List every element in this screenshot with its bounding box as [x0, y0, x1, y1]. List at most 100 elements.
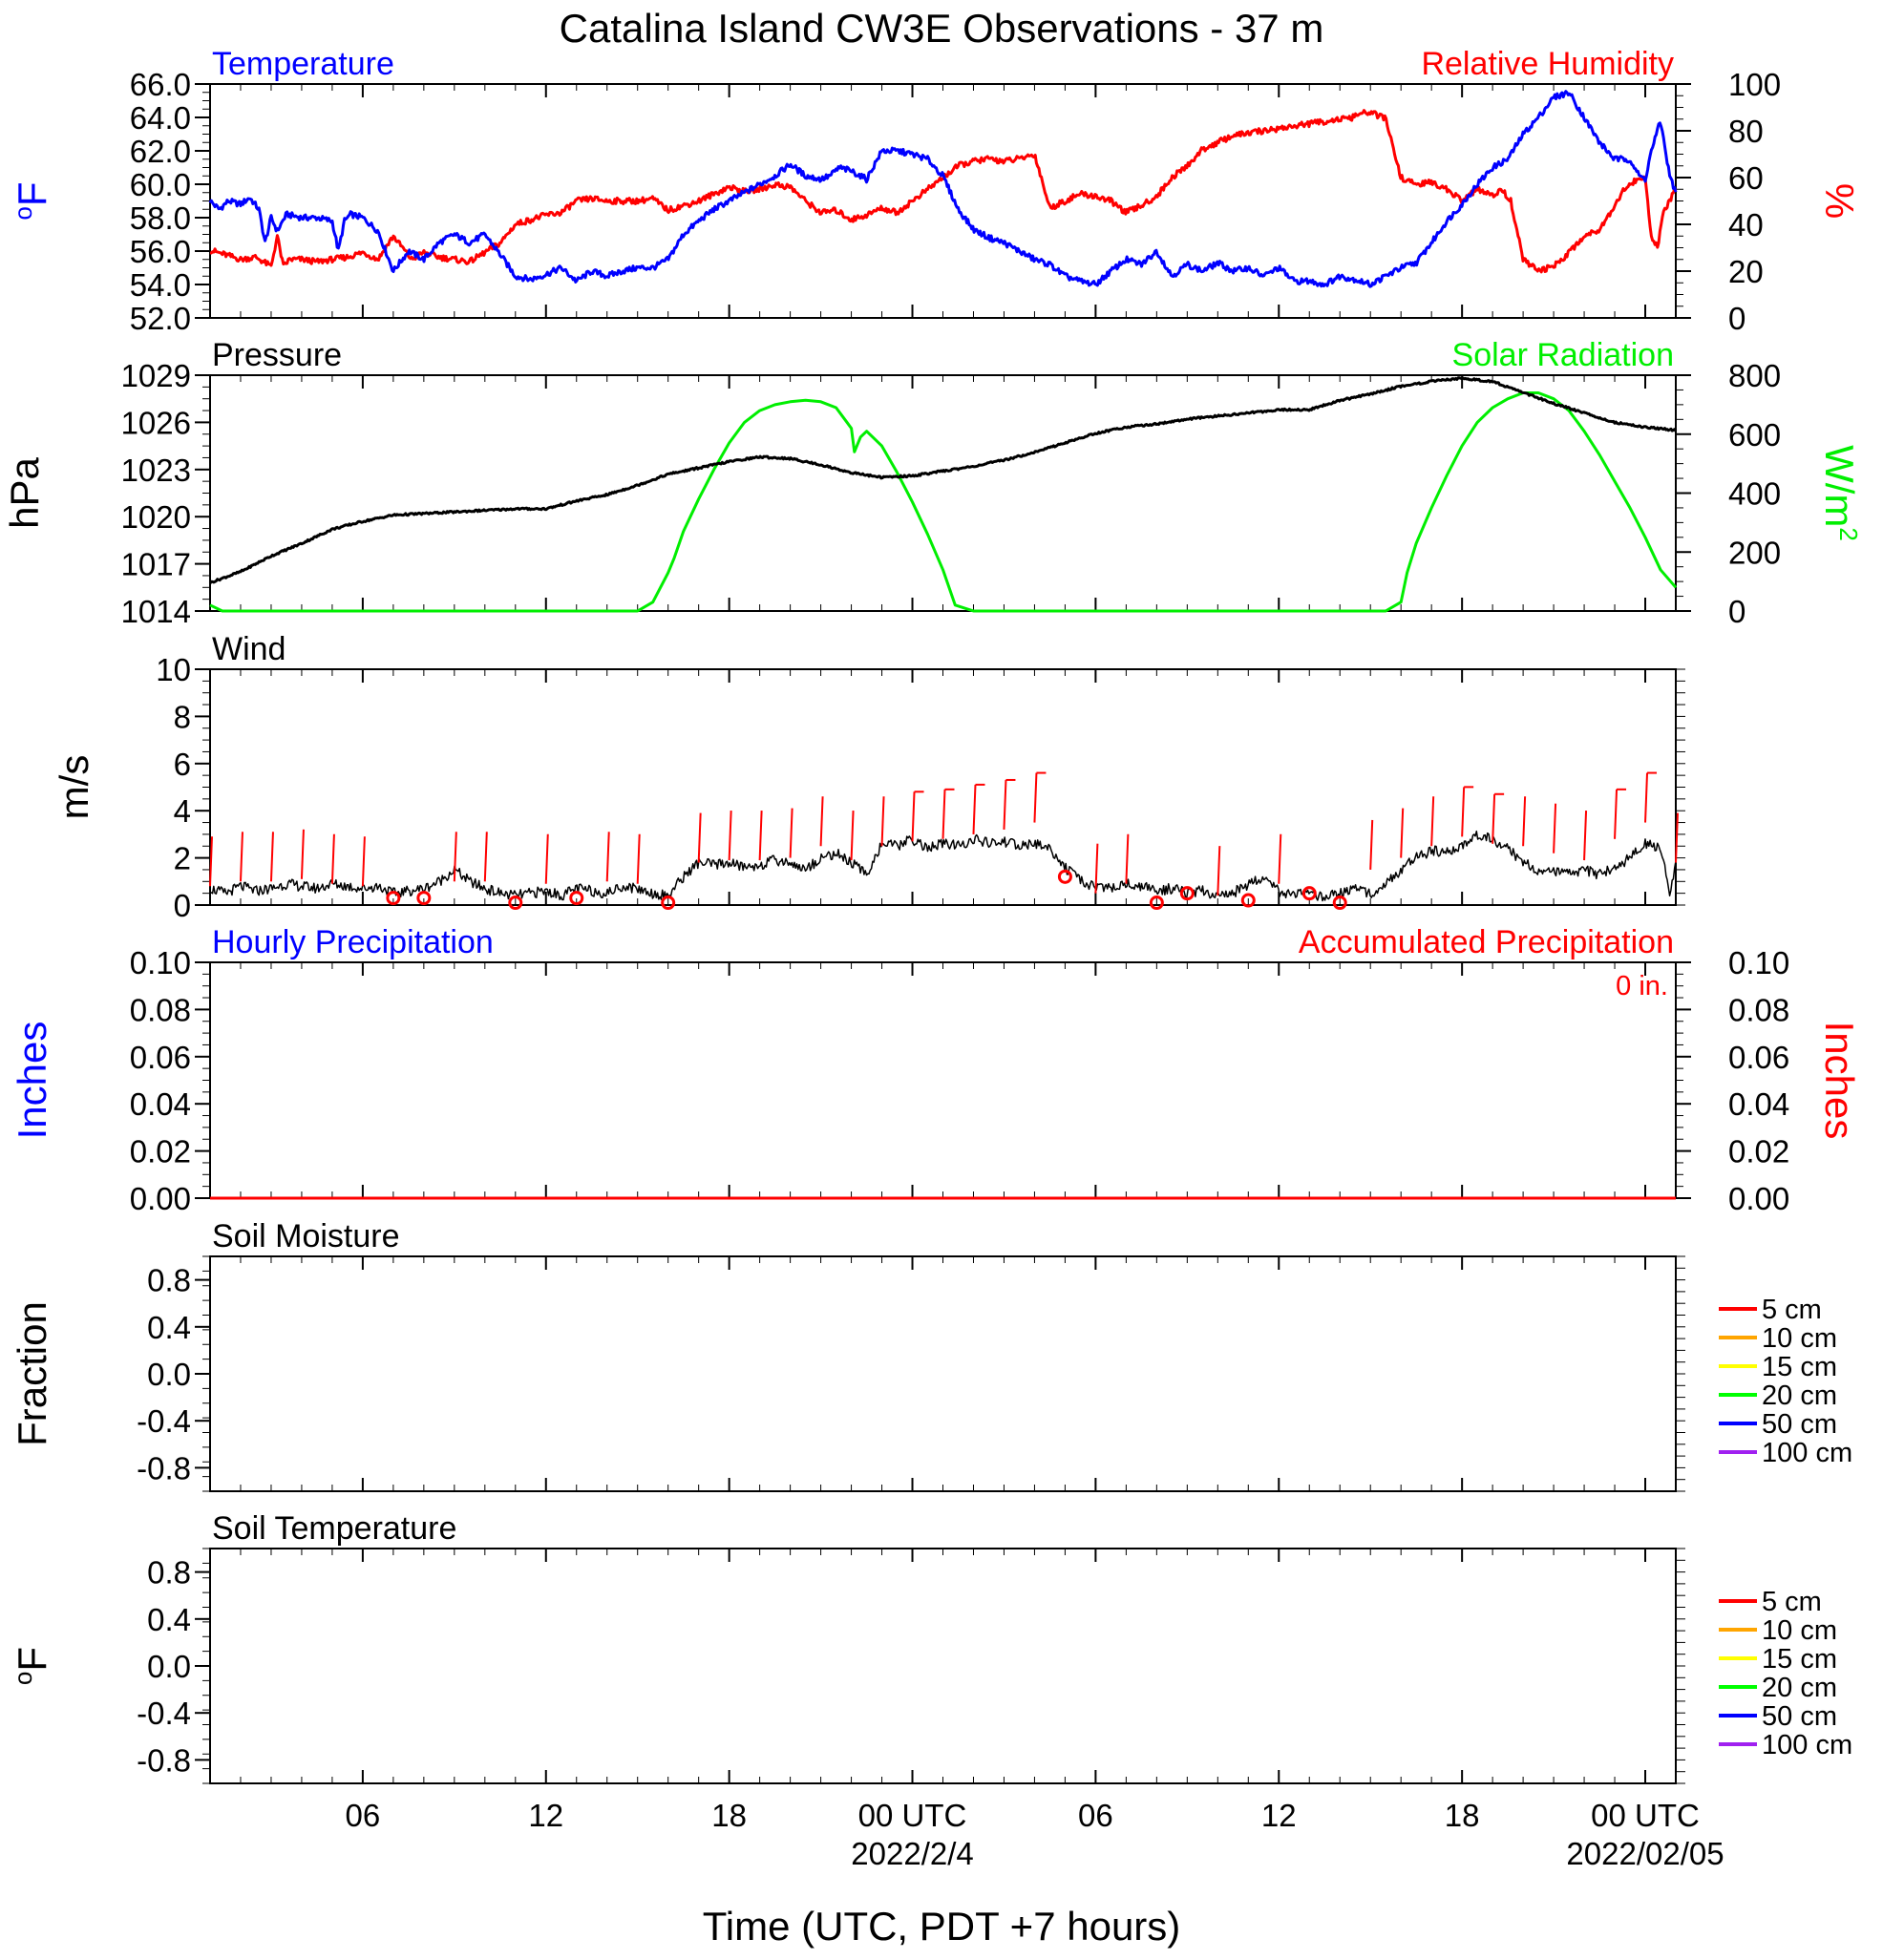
wind-barb [697, 812, 702, 863]
wind-barb [239, 832, 243, 882]
wind-barb [330, 833, 335, 884]
x-tick-label: 18 [711, 1798, 747, 1833]
left-axis-tick-label: 0.4 [147, 1310, 191, 1345]
y-axis-label-left: oF [9, 1647, 54, 1685]
left-axis-tick-label: 54.0 [130, 267, 191, 303]
wind-barb [453, 832, 457, 882]
left-axis-tick-label: -0.4 [137, 1696, 191, 1731]
right-axis-tick-label: 0.02 [1728, 1134, 1789, 1170]
temperature-line [208, 90, 1678, 288]
left-axis-tick-label: 0.0 [147, 1357, 191, 1392]
wind-barb [1369, 819, 1374, 870]
y-axis-label-left-sup: o [9, 1672, 37, 1685]
x-tick-label: 00 UTC [858, 1798, 967, 1833]
left-axis-tick-label: 0.02 [130, 1134, 191, 1170]
x-tick-label: 12 [1261, 1798, 1297, 1833]
x-date-label: 2022/2/4 [851, 1836, 973, 1871]
left-axis-tick-label: 4 [174, 793, 191, 829]
calm-wind-circle [1240, 893, 1256, 908]
wind-barb [758, 811, 763, 861]
legend-label: 15 cm [1762, 1644, 1837, 1675]
left-axis-tick-label: 52.0 [130, 301, 191, 336]
left-axis-tick-label: 0.04 [130, 1086, 191, 1122]
wind-barb [880, 796, 885, 847]
wind-barb [1125, 833, 1130, 884]
y-axis-label-left: oF [9, 181, 54, 220]
calm-wind-circle [569, 891, 584, 906]
y-axis-label-right: Inches [1817, 1022, 1862, 1140]
figure-title: Catalina Island CW3E Observations - 37 m [560, 6, 1324, 51]
right-axis-tick-label: 800 [1728, 358, 1781, 393]
legend-label: 5 cm [1762, 1587, 1822, 1617]
wind-barb [1033, 772, 1038, 823]
wind-barb [972, 784, 977, 834]
panel-frame-soil-moisture [209, 1255, 1677, 1492]
legend-label: 50 cm [1762, 1701, 1837, 1732]
right-axis-tick-label: 0.08 [1728, 992, 1789, 1027]
wind-barb [636, 833, 641, 884]
wind-barb [789, 808, 793, 858]
legend-label: 10 cm [1762, 1615, 1837, 1646]
left-axis-tick-label: 1029 [121, 358, 191, 393]
x-tick-label: 00 UTC [1591, 1798, 1700, 1833]
wind-barb [1400, 808, 1405, 858]
y-axis-label-left-sup: o [9, 206, 37, 220]
wind-barb [1522, 796, 1527, 847]
panel-frame-precipitation [209, 961, 1677, 1199]
panel-title-left: Wind [212, 631, 286, 667]
wind-barb [1461, 787, 1466, 837]
calm-wind-circle [386, 891, 401, 906]
calm-wind-circle [1301, 886, 1317, 901]
y-axis-label-left: Fraction [10, 1301, 54, 1446]
left-axis-tick-label: 66.0 [130, 67, 191, 102]
panel-title-right: Accumulated Precipitation [1299, 924, 1674, 960]
wind-barb [728, 811, 732, 861]
wind-barb [1614, 789, 1619, 839]
wind-barb [819, 796, 824, 847]
right-axis-tick-label: 0 [1728, 594, 1745, 629]
y-axis-label-left-main: F [10, 1647, 54, 1672]
wind-barb [269, 832, 274, 882]
wind-barb [1644, 772, 1649, 823]
panel-frame-soil-temperature [209, 1548, 1677, 1784]
left-axis-tick-label: 62.0 [130, 134, 191, 169]
calm-wind-circle [1057, 869, 1072, 884]
calm-wind-circle [508, 896, 523, 911]
right-axis-tick-label: 100 [1728, 67, 1781, 102]
y-axis-label-left: hPa [2, 456, 47, 528]
right-axis-tick-label: 20 [1728, 254, 1764, 289]
right-axis-tick-label: 40 [1728, 207, 1764, 242]
right-axis-tick-label: 0.04 [1728, 1086, 1789, 1122]
panel-title-left: Hourly Precipitation [212, 924, 494, 960]
legend-label: 5 cm [1762, 1295, 1822, 1325]
left-axis-tick-label: 0.06 [130, 1040, 191, 1075]
y-axis-label-left: Inches [10, 1022, 54, 1140]
panel-title-right: Relative Humidity [1421, 46, 1674, 82]
wind-barb [1553, 803, 1557, 854]
left-axis-tick-label: 1017 [121, 547, 191, 582]
left-axis-tick-label: 0.8 [147, 1555, 191, 1591]
calm-wind-circle [661, 896, 676, 911]
panel-frame-pressure-solar [209, 374, 1677, 612]
left-axis-tick-label: -0.4 [137, 1403, 191, 1439]
legend-label: 20 cm [1762, 1673, 1837, 1703]
legend-label: 100 cm [1762, 1730, 1852, 1760]
pressure-line [208, 376, 1678, 584]
panel-frame-wind [209, 668, 1677, 906]
calm-wind-circle [1179, 886, 1195, 901]
wind-barb [1278, 833, 1282, 884]
x-tick-label: 12 [528, 1798, 563, 1833]
x-date-label: 2022/02/05 [1566, 1836, 1724, 1871]
right-axis-tick-label: 600 [1728, 417, 1781, 453]
left-axis-tick-label: 60.0 [130, 167, 191, 202]
wind-barb [483, 832, 488, 882]
solar-radiation-line [209, 391, 1678, 613]
y-axis-label-right-main: W/m [1817, 445, 1862, 527]
wind-barb [911, 791, 916, 842]
legend-label: 15 cm [1762, 1352, 1837, 1382]
legend-label: 100 cm [1762, 1438, 1852, 1468]
y-axis-label-right-main: Inches [1817, 1022, 1862, 1140]
panel-title-left: Temperature [212, 46, 394, 82]
legend-label: 10 cm [1762, 1323, 1837, 1354]
